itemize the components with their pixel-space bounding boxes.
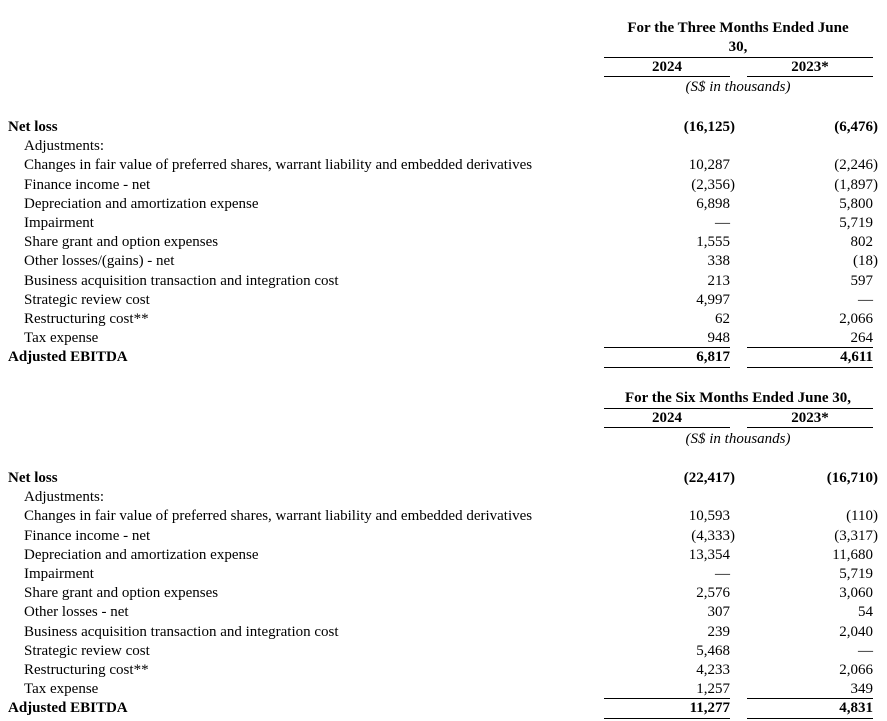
- value-2024: —: [715, 215, 730, 231]
- value-2023: —: [858, 642, 873, 659]
- row-label: Net loss: [8, 470, 58, 486]
- table1-col2-rule: [747, 76, 873, 77]
- value-2023: (18): [853, 253, 878, 270]
- value-2024: (2,356): [691, 176, 735, 193]
- row-label: Other losses - net: [24, 604, 129, 621]
- value-2023: 4,831: [839, 700, 873, 717]
- value-2023: (2,246): [834, 157, 878, 174]
- value-2024: 10,593: [688, 508, 730, 525]
- value-2023: (1,897): [834, 176, 878, 193]
- value-2023: 2,040: [839, 623, 873, 640]
- row-label: Restructuring cost**: [24, 662, 149, 678]
- row-label: Impairment: [24, 566, 94, 582]
- value-2024: 239: [707, 623, 731, 640]
- row-label: Tax expense: [24, 330, 99, 347]
- value-2023: 2,066: [839, 662, 873, 678]
- table2-col2-rule: [747, 427, 873, 428]
- value-2024: 13,354: [688, 546, 730, 563]
- row-label: Net loss: [8, 119, 58, 135]
- row-label: Business acquisition transaction and int…: [24, 272, 339, 289]
- table2-unit: (S$ in thousands): [685, 431, 791, 447]
- total-bottom-rule: [604, 718, 730, 720]
- table1-title-line2: 30,: [728, 39, 748, 55]
- value-2024: 307: [707, 604, 731, 621]
- value-2024: 4,233: [696, 662, 730, 678]
- row-label: Changes in fair value of preferred share…: [24, 508, 533, 525]
- table1-col1-header: 2024: [652, 59, 682, 75]
- row-label: Depreciation and amortization expense: [24, 195, 259, 212]
- value-2024: 6,898: [696, 195, 730, 212]
- value-2023: 4,611: [840, 349, 873, 366]
- row-label: Adjusted EBITDA: [8, 349, 128, 366]
- row-label: Share grant and option expenses: [24, 585, 219, 602]
- row-label: Strategic review cost: [24, 291, 150, 308]
- value-2024: 6,817: [696, 349, 730, 366]
- value-2024: 11,277: [689, 700, 730, 717]
- row-label: Strategic review cost: [24, 642, 150, 659]
- total-top-rule: [604, 698, 730, 700]
- value-2024: 1,555: [696, 234, 730, 251]
- table1-title-line1: For the Three Months Ended June: [627, 20, 849, 36]
- value-2024: 5,468: [696, 642, 730, 659]
- row-label: Adjustments:: [24, 138, 105, 155]
- value-2024: 62: [715, 311, 730, 327]
- value-2024: 948: [707, 330, 731, 347]
- total-top-rule: [747, 698, 873, 700]
- value-2023: 597: [850, 272, 874, 289]
- value-2024: 213: [707, 272, 731, 289]
- row-label: Finance income - net: [24, 176, 151, 193]
- value-2023: (110): [846, 508, 878, 525]
- row-label: Restructuring cost**: [24, 311, 149, 327]
- total-bottom-rule: [747, 718, 873, 720]
- row-label: Depreciation and amortization expense: [24, 546, 259, 563]
- value-2023: 54: [858, 604, 873, 621]
- value-2024: 4,997: [696, 291, 730, 308]
- value-2023: —: [858, 291, 873, 308]
- table2-col1-header: 2024: [652, 410, 682, 426]
- row-label: Changes in fair value of preferred share…: [24, 157, 533, 174]
- table1-unit: (S$ in thousands): [685, 79, 791, 95]
- row-label: Tax expense: [24, 681, 99, 698]
- value-2024: (4,333): [691, 527, 735, 544]
- value-2023: 5,719: [839, 215, 873, 231]
- total-top-rule: [747, 347, 873, 349]
- row-label: Business acquisition transaction and int…: [24, 623, 339, 640]
- value-2024: (22,417): [683, 470, 735, 486]
- value-2023: 3,060: [839, 585, 873, 602]
- value-2024: 1,257: [696, 681, 730, 698]
- row-label: Share grant and option expenses: [24, 234, 219, 251]
- table1-col2-header: 2023*: [791, 59, 829, 75]
- table2-col1-rule: [604, 427, 730, 428]
- total-bottom-rule: [747, 367, 873, 369]
- value-2023: (16,710): [826, 470, 878, 486]
- value-2024: (16,125): [683, 119, 735, 135]
- value-2023: 2,066: [839, 311, 873, 327]
- value-2023: 11,680: [832, 546, 873, 563]
- value-2024: —: [715, 566, 730, 582]
- row-label: Adjusted EBITDA: [8, 700, 128, 717]
- value-2024: 2,576: [696, 585, 730, 602]
- table1-title-rule: [604, 57, 873, 58]
- table2-col2-header: 2023*: [791, 410, 829, 426]
- value-2023: (6,476): [834, 119, 878, 135]
- row-label: Finance income - net: [24, 527, 151, 544]
- table2-title-rule: [604, 408, 873, 409]
- value-2024: 338: [707, 253, 731, 270]
- total-bottom-rule: [604, 367, 730, 369]
- value-2023: 802: [850, 234, 874, 251]
- value-2023: 5,719: [839, 566, 873, 582]
- value-2023: 264: [850, 330, 874, 347]
- value-2023: 5,800: [839, 195, 873, 212]
- value-2023: (3,317): [834, 527, 878, 544]
- row-label: Other losses/(gains) - net: [24, 253, 175, 270]
- table1-col1-rule: [604, 76, 730, 77]
- table2-title: For the Six Months Ended June 30,: [624, 390, 851, 406]
- value-2024: 10,287: [688, 157, 730, 174]
- total-top-rule: [604, 347, 730, 349]
- value-2023: 349: [850, 681, 874, 698]
- row-label: Adjustments:: [24, 489, 105, 506]
- row-label: Impairment: [24, 215, 94, 231]
